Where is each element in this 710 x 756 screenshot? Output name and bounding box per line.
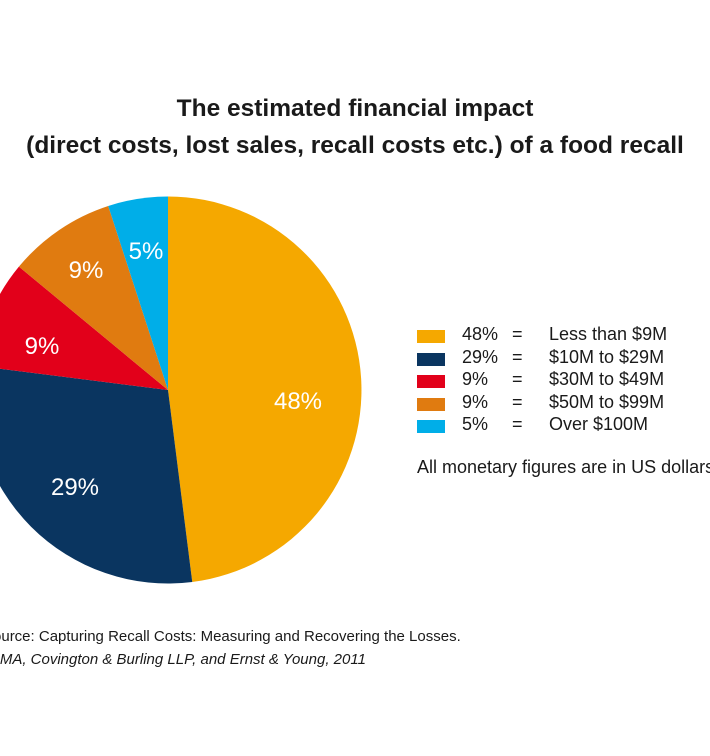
svg-text:48%: 48% [274, 388, 322, 415]
svg-text:9%: 9% [25, 333, 60, 360]
svg-text:5%: 5% [129, 238, 164, 265]
svg-text:29%: 29% [51, 474, 99, 501]
svg-text:9%: 9% [69, 257, 104, 284]
